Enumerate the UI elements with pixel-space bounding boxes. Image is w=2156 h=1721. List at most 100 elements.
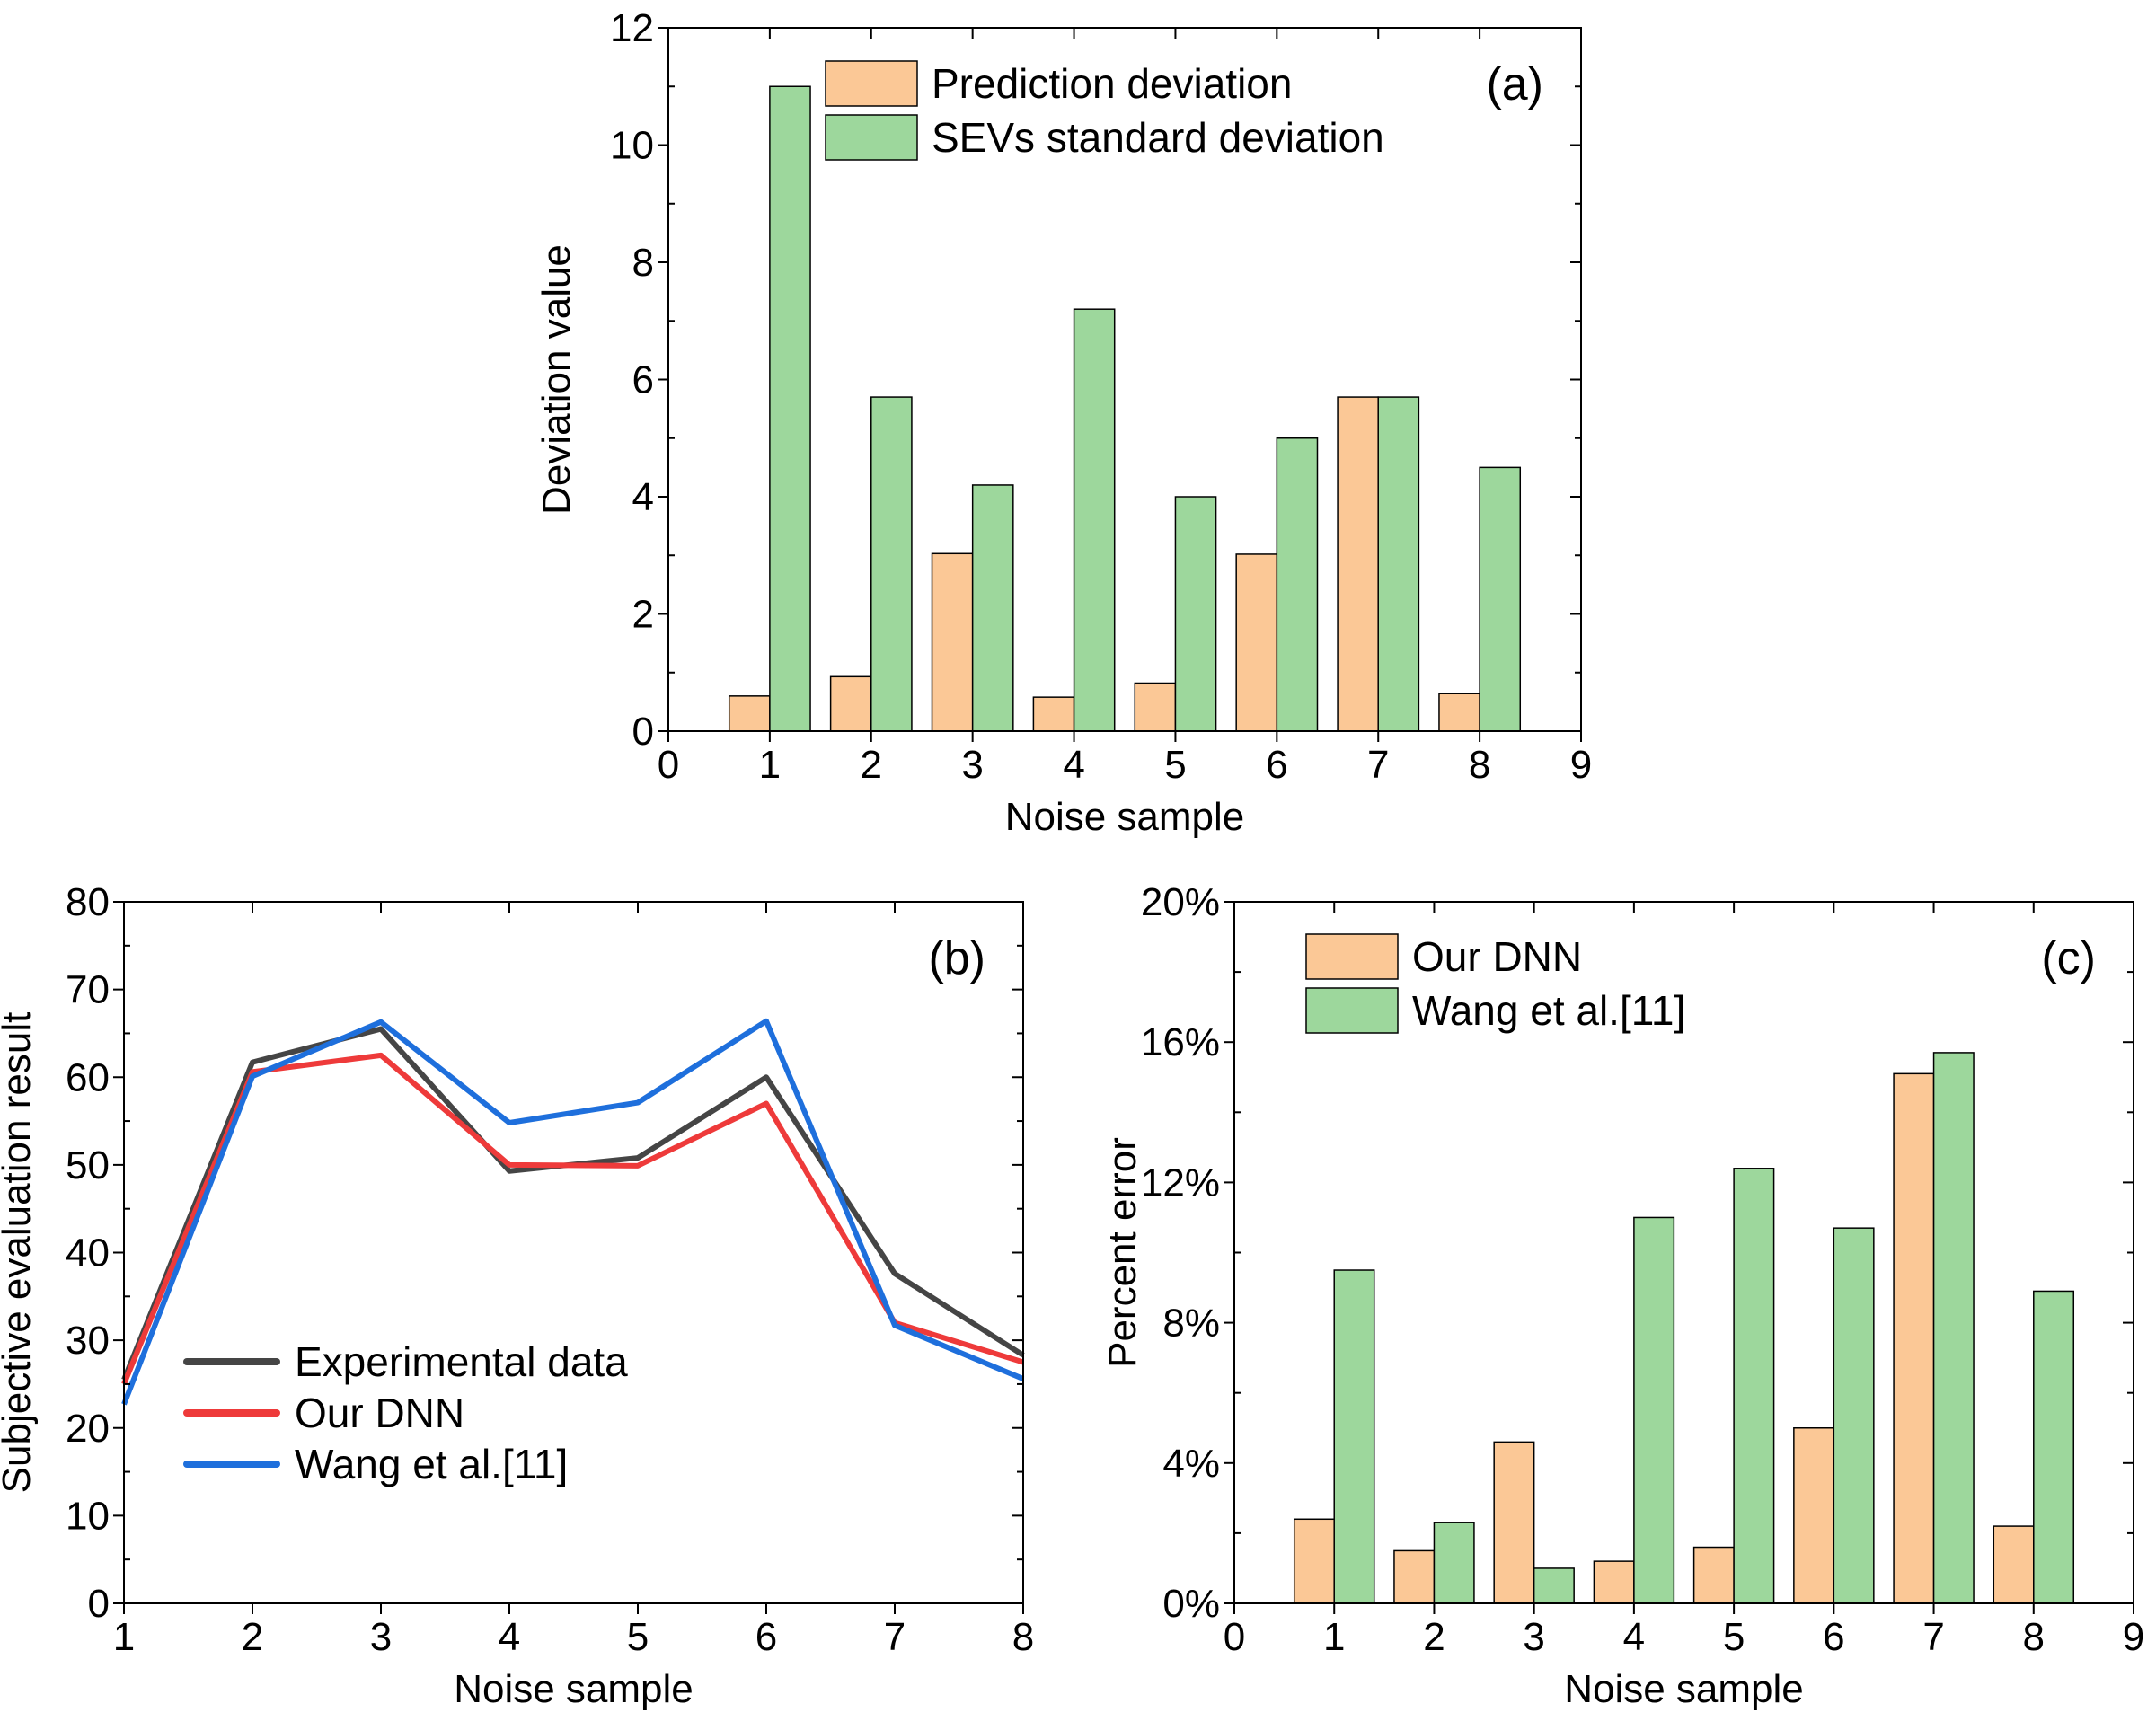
bar-1-4: [1174, 496, 1217, 732]
bar-0-6: [1337, 396, 1379, 732]
y-tick-label: 0: [88, 1582, 110, 1626]
bar-0-2: [931, 552, 974, 732]
x-tick-label: 8: [1012, 1615, 1034, 1659]
panel-label: (c): [2041, 932, 2096, 984]
legend-swatch-0: [1305, 933, 1399, 980]
legend-swatch-0: [825, 60, 918, 107]
bar-0-5: [1235, 553, 1278, 732]
bar-1-5: [1833, 1227, 1875, 1604]
bar-1-1: [870, 396, 913, 732]
legend-label-0: Experimental data: [295, 1338, 628, 1385]
bar-0-0: [728, 695, 771, 732]
x-tick-label: 1: [759, 743, 781, 787]
bar-1-6: [1377, 396, 1420, 732]
legend-swatch-1: [825, 114, 918, 161]
y-tick-label: 20: [66, 1407, 110, 1451]
y-tick-label: 0%: [1162, 1582, 1220, 1626]
y-tick-label: 16%: [1141, 1020, 1220, 1064]
bar-0-4: [1134, 682, 1177, 732]
bar-0-7: [1993, 1525, 2035, 1604]
bar-1-0: [769, 85, 811, 732]
bar-0-6: [1893, 1072, 1935, 1604]
series-line-2: [121, 1018, 1025, 1406]
x-tick-label: 4: [499, 1615, 520, 1659]
bar-0-1: [829, 675, 872, 732]
y-tick-label: 6: [632, 358, 654, 402]
x-tick-label: 7: [884, 1615, 906, 1659]
bar-1-1: [1433, 1522, 1475, 1604]
panel-label: (b): [928, 932, 985, 984]
bar-0-3: [1032, 696, 1075, 732]
x-tick-label: 1: [1323, 1615, 1345, 1659]
panel-label: (a): [1486, 58, 1543, 110]
y-tick-label: 8: [632, 241, 654, 285]
x-tick-label: 0: [1224, 1615, 1245, 1659]
y-tick-label: 10: [66, 1494, 110, 1538]
y-axis-label: Deviation value: [535, 244, 579, 515]
x-tick-label: 9: [1570, 743, 1592, 787]
x-tick-label: 8: [1469, 743, 1490, 787]
x-tick-label: 6: [1266, 743, 1287, 787]
bar-1-2: [971, 484, 1014, 732]
chart-panel-2: 0 1 2 3 4 5 6 7 8 9 0% 4% 8% 12% 16% 20% Noise sample Per…: [1100, 880, 2144, 1711]
y-tick-label: 70: [66, 968, 110, 1012]
x-tick-label: 3: [370, 1615, 392, 1659]
x-tick-label: 3: [961, 743, 983, 787]
x-tick-label: 7: [1367, 743, 1389, 787]
x-tick-label: 7: [1922, 1615, 1944, 1659]
x-tick-label: 5: [1164, 743, 1186, 787]
y-tick-label: 8%: [1162, 1302, 1220, 1346]
plot-frame: [123, 901, 1024, 1604]
y-tick-label: 4%: [1162, 1442, 1220, 1486]
y-tick-label: 40: [66, 1231, 110, 1275]
x-axis-label: Noise sample: [1564, 1667, 1804, 1711]
x-tick-label: 0: [658, 743, 679, 787]
bar-1-4: [1733, 1168, 1775, 1604]
x-tick-label: 2: [242, 1615, 263, 1659]
bar-0-1: [1393, 1549, 1436, 1604]
legend-label-0: Our DNN: [1412, 933, 1582, 980]
bar-0-2: [1493, 1441, 1535, 1604]
bar-0-5: [1793, 1427, 1835, 1604]
y-tick-label: 12%: [1141, 1161, 1220, 1205]
x-axis-label: Noise sample: [1005, 795, 1245, 839]
y-axis-label: Percent error: [1100, 1137, 1144, 1368]
y-tick-label: 2: [632, 593, 654, 637]
legend-label-2: Wang et al.[11]: [295, 1441, 568, 1487]
x-tick-label: 8: [2023, 1615, 2045, 1659]
y-tick-label: 4: [632, 475, 654, 519]
bar-0-4: [1692, 1546, 1735, 1604]
bar-0-7: [1438, 693, 1480, 732]
bar-1-3: [1073, 308, 1116, 732]
y-axis-label: Subjective evaluation result: [0, 1012, 39, 1494]
series-line-0: [121, 1026, 1025, 1381]
bar-0-3: [1593, 1560, 1635, 1604]
bar-1-0: [1333, 1269, 1375, 1604]
y-tick-label: 20%: [1141, 880, 1220, 924]
legend-label-1: Wang et al.[11]: [1412, 987, 1685, 1034]
x-tick-label: 5: [1723, 1615, 1745, 1659]
x-tick-label: 9: [2123, 1615, 2144, 1659]
x-tick-label: 2: [861, 743, 882, 787]
legend-label-1: SEVs standard deviation: [932, 114, 1384, 161]
x-tick-label: 6: [755, 1615, 777, 1659]
y-tick-label: 10: [610, 124, 654, 168]
x-tick-label: 1: [113, 1615, 135, 1659]
bar-1-2: [1533, 1567, 1575, 1604]
y-tick-label: 12: [610, 6, 654, 50]
x-tick-label: 4: [1063, 743, 1084, 787]
legend-swatch-1: [1305, 987, 1399, 1034]
x-tick-label: 2: [1423, 1615, 1445, 1659]
y-tick-label: 30: [66, 1319, 110, 1363]
x-axis-label: Noise sample: [454, 1667, 694, 1711]
legend-label-0: Prediction deviation: [932, 60, 1292, 107]
bar-1-7: [1479, 466, 1522, 732]
legend-label-1: Our DNN: [295, 1390, 464, 1436]
y-tick-label: 80: [66, 880, 110, 924]
x-tick-label: 6: [1823, 1615, 1844, 1659]
bar-1-7: [2033, 1290, 2075, 1604]
y-tick-label: 0: [632, 710, 654, 754]
